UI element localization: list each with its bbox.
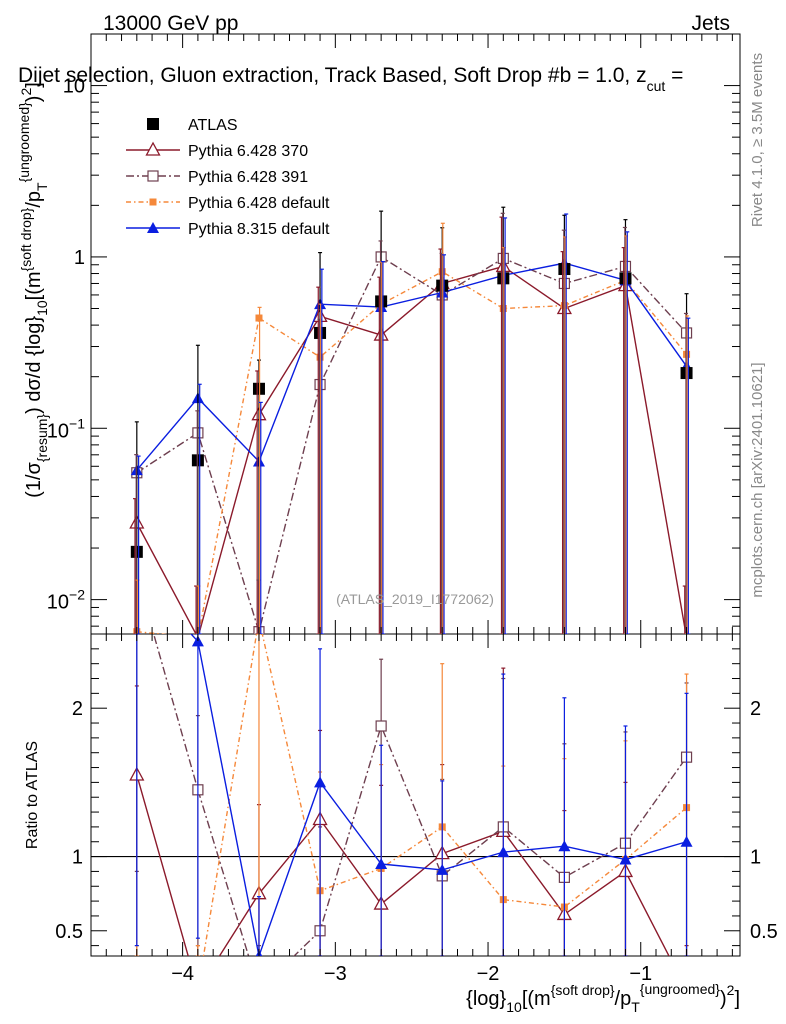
ratio-tick-label-left: 2 [72, 698, 83, 720]
main-plot [129, 206, 693, 634]
ratio-y-label: Ratio to ATLAS [24, 741, 41, 849]
y-tick-label: 10 [63, 76, 85, 98]
ratio-line [152, 634, 688, 956]
series-line [136, 270, 688, 634]
legend-entry: Pythia 6.428 370 [126, 141, 308, 160]
rivet-label: Rivet 4.1.0, ≥ 3.5M events [749, 53, 766, 227]
legend-entry: Pythia 6.428 391 [126, 169, 308, 186]
ratio-tick-label-left: 0.5 [55, 921, 83, 943]
series-pythia-6-428-default [133, 268, 691, 634]
ratio-tick-label-right: 0.5 [750, 921, 778, 943]
legend-label: Pythia 6.428 391 [188, 169, 308, 186]
ratio-point [254, 985, 264, 995]
ratio-point [680, 835, 693, 847]
legend: ATLAS Pythia 6.428 370 Pythia 6.428 391 Pyt… [126, 117, 330, 238]
ratio-tick-label-right: 1 [750, 847, 761, 869]
x-axis-label: {log}10[(m{soft drop}/pT{ungroomed})2] [466, 981, 740, 1015]
ratio-point [619, 853, 632, 865]
legend-marker [147, 222, 159, 233]
legend-marker [145, 141, 161, 156]
legend-marker [147, 118, 159, 130]
mcplots-label: mcplots.cern.ch [arXiv:2401.10621] [749, 362, 766, 597]
ratio-point [375, 858, 388, 869]
legend-marker [149, 198, 157, 206]
ratio-series-pythia-6-428-default [133, 634, 691, 994]
x-tick-label: −1 [629, 963, 652, 985]
data-point [191, 454, 204, 467]
category-label: Jets [691, 12, 730, 35]
legend-label: Pythia 6.428 370 [188, 143, 308, 160]
legend-entry: ATLAS [147, 117, 238, 134]
ratio-point [497, 846, 510, 858]
analysis-label: (ATLAS_2019_I1772062) [336, 591, 494, 607]
ratio-point [375, 720, 387, 732]
legend-label: Pythia 8.315 default [188, 221, 330, 238]
ratio-tick-label-left: 1 [72, 847, 83, 869]
ratio-frame [90, 633, 741, 957]
x-tick-label: −2 [477, 963, 500, 985]
y-tick-label: 10−2 [47, 587, 85, 614]
ratio-point [194, 987, 201, 994]
ratio-tick-label-right: 2 [750, 698, 761, 720]
x-tick-label: −4 [171, 963, 194, 985]
x-tick-label: −3 [324, 963, 347, 985]
ratio-plot [91, 634, 740, 995]
legend-label: ATLAS [188, 117, 238, 134]
ratio-point [314, 776, 327, 788]
series-line [136, 262, 688, 471]
legend-entry: Pythia 6.428 default [126, 195, 330, 212]
ratio-line [202, 634, 688, 956]
ratio-line [190, 634, 687, 956]
legend-entry: Pythia 8.315 default [126, 221, 330, 238]
ratio-point [558, 840, 571, 852]
ratio-series-pythia-6-428-370 [129, 667, 689, 956]
ratio-point [133, 987, 140, 994]
ratio-line [136, 774, 670, 956]
legend-label: Pythia 6.428 default [188, 195, 330, 212]
y-tick-label: 10−1 [47, 415, 85, 442]
series-pythia-6-428-370 [129, 258, 690, 634]
energy-label: 13000 GeV pp [103, 12, 238, 35]
legend-marker [147, 170, 159, 182]
ratio-point [436, 863, 449, 875]
y-tick-label: 1 [74, 247, 85, 269]
plot-title: Dijet selection, Gluon extraction, Track… [18, 64, 683, 94]
series-pythia-8-315-default [130, 257, 693, 476]
ratio-series-pythia-8-315-default [134, 634, 693, 956]
axes: −4 −3 −2 −1 10−2 10−1 1 10 0.5 0.5 1 1 2 2 [47, 33, 778, 985]
series-line [136, 255, 688, 634]
main-y-label: (1/σ{resum}) dσ/d {log}10[(m{soft drop}/… [16, 82, 50, 498]
series-line [136, 265, 687, 634]
data-point [130, 545, 143, 558]
